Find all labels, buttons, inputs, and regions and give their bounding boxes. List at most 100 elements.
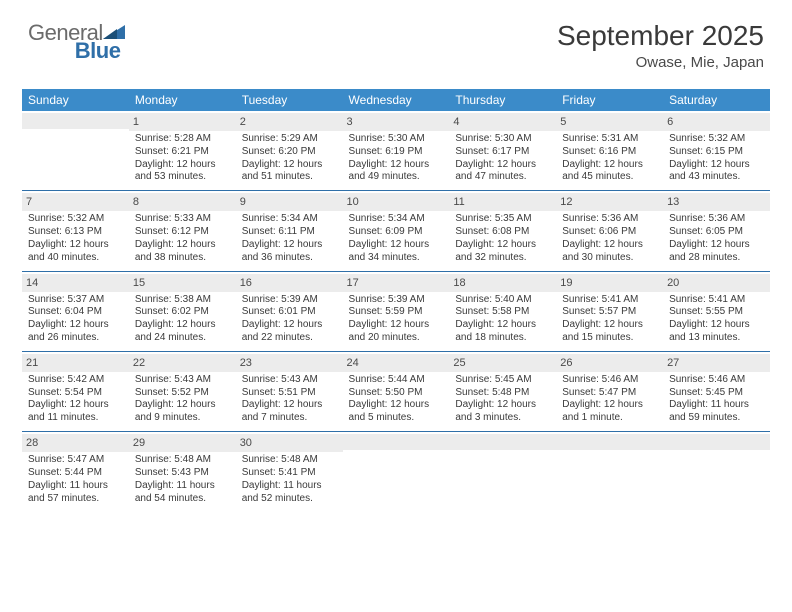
day-number bbox=[343, 434, 450, 450]
daylight-line: and 15 minutes. bbox=[562, 332, 657, 345]
day-number: 14 bbox=[22, 274, 129, 292]
sunset-line: Sunset: 6:13 PM bbox=[28, 226, 123, 239]
day-number: 10 bbox=[343, 193, 450, 211]
sunrise-line: Sunrise: 5:30 AM bbox=[455, 133, 550, 146]
sunrise-line: Sunrise: 5:43 AM bbox=[135, 374, 230, 387]
calendar-day-cell: 16Sunrise: 5:39 AMSunset: 6:01 PMDayligh… bbox=[236, 271, 343, 351]
day-detail-lines: Sunrise: 5:41 AMSunset: 5:55 PMDaylight:… bbox=[669, 294, 764, 345]
daylight-line: Daylight: 12 hours bbox=[349, 159, 444, 172]
daylight-line: Daylight: 12 hours bbox=[562, 399, 657, 412]
sunrise-line: Sunrise: 5:36 AM bbox=[562, 213, 657, 226]
calendar-body: 1Sunrise: 5:28 AMSunset: 6:21 PMDaylight… bbox=[22, 111, 770, 511]
day-detail-lines: Sunrise: 5:48 AMSunset: 5:41 PMDaylight:… bbox=[242, 454, 337, 505]
sunset-line: Sunset: 6:12 PM bbox=[135, 226, 230, 239]
weekday-header: Friday bbox=[556, 89, 663, 111]
location-text: Owase, Mie, Japan bbox=[557, 54, 764, 71]
weekday-header: Wednesday bbox=[343, 89, 450, 111]
day-detail-lines: Sunrise: 5:34 AMSunset: 6:11 PMDaylight:… bbox=[242, 213, 337, 264]
calendar-day-cell: 20 Sunrise: 5:41 AMSunset: 5:55 PMDayligh… bbox=[663, 271, 770, 351]
daylight-line: and 26 minutes. bbox=[28, 332, 123, 345]
day-detail-lines: Sunrise: 5:47 AMSunset: 5:44 PMDaylight:… bbox=[28, 454, 123, 505]
daylight-line: Daylight: 12 hours bbox=[669, 159, 764, 172]
daylight-line: and 53 minutes. bbox=[135, 171, 230, 184]
daylight-line: and 32 minutes. bbox=[455, 252, 550, 265]
day-number: 24 bbox=[343, 354, 450, 372]
calendar-day-cell: 23Sunrise: 5:43 AMSunset: 5:51 PMDayligh… bbox=[236, 351, 343, 431]
sunset-line: Sunset: 5:58 PM bbox=[455, 306, 550, 319]
calendar-day-cell: 11Sunrise: 5:35 AMSunset: 6:08 PMDayligh… bbox=[449, 191, 556, 271]
day-number: 25 bbox=[449, 354, 556, 372]
daylight-line: Daylight: 12 hours bbox=[242, 239, 337, 252]
sunset-line: Sunset: 5:48 PM bbox=[455, 387, 550, 400]
page-header: General Blue September 2025 Owase, Mie, … bbox=[0, 0, 792, 79]
calendar-day-cell bbox=[556, 432, 663, 512]
calendar-day-cell: 26Sunrise: 5:46 AMSunset: 5:47 PMDayligh… bbox=[556, 351, 663, 431]
calendar-day-cell: 5Sunrise: 5:31 AMSunset: 6:16 PMDaylight… bbox=[556, 111, 663, 191]
sunrise-line: Sunrise: 5:35 AM bbox=[455, 213, 550, 226]
sunset-line: Sunset: 6:01 PM bbox=[242, 306, 337, 319]
calendar-day-cell bbox=[22, 111, 129, 191]
day-detail-lines: Sunrise: 5:37 AMSunset: 6:04 PMDaylight:… bbox=[28, 294, 123, 345]
day-number: 20 bbox=[663, 274, 770, 292]
calendar-day-cell: 30 Sunrise: 5:48 AMSunset: 5:41 PMDayligh… bbox=[236, 432, 343, 512]
calendar-day-cell: 13Sunrise: 5:36 AMSunset: 6:05 PMDayligh… bbox=[663, 191, 770, 271]
sunset-line: Sunset: 6:20 PM bbox=[242, 146, 337, 159]
daylight-line: and 22 minutes. bbox=[242, 332, 337, 345]
daylight-line: Daylight: 11 hours bbox=[28, 480, 123, 493]
calendar-day-cell: 27Sunrise: 5:46 AMSunset: 5:45 PMDayligh… bbox=[663, 351, 770, 431]
sunset-line: Sunset: 6:15 PM bbox=[669, 146, 764, 159]
sunrise-line: Sunrise: 5:32 AM bbox=[28, 213, 123, 226]
calendar-day-cell bbox=[663, 432, 770, 512]
day-detail-lines: Sunrise: 5:35 AMSunset: 6:08 PMDaylight:… bbox=[455, 213, 550, 264]
daylight-line: Daylight: 12 hours bbox=[669, 319, 764, 332]
daylight-line: and 5 minutes. bbox=[349, 412, 444, 425]
sunrise-line: Sunrise: 5:41 AM bbox=[669, 294, 764, 307]
daylight-line: Daylight: 12 hours bbox=[135, 159, 230, 172]
day-number: 12 bbox=[556, 193, 663, 211]
daylight-line: and 3 minutes. bbox=[455, 412, 550, 425]
daylight-line: and 34 minutes. bbox=[349, 252, 444, 265]
day-number: 19 bbox=[556, 274, 663, 292]
sunset-line: Sunset: 5:52 PM bbox=[135, 387, 230, 400]
day-detail-lines: Sunrise: 5:30 AMSunset: 6:19 PMDaylight:… bbox=[349, 133, 444, 184]
sunrise-line: Sunrise: 5:48 AM bbox=[242, 454, 337, 467]
calendar-day-cell: 19Sunrise: 5:41 AMSunset: 5:57 PMDayligh… bbox=[556, 271, 663, 351]
day-detail-lines: Sunrise: 5:33 AMSunset: 6:12 PMDaylight:… bbox=[135, 213, 230, 264]
sunset-line: Sunset: 6:11 PM bbox=[242, 226, 337, 239]
calendar-header-row: Sunday Monday Tuesday Wednesday Thursday… bbox=[22, 89, 770, 111]
sunset-line: Sunset: 6:05 PM bbox=[669, 226, 764, 239]
daylight-line: Daylight: 11 hours bbox=[669, 399, 764, 412]
calendar-table: Sunday Monday Tuesday Wednesday Thursday… bbox=[22, 89, 770, 511]
weekday-header: Sunday bbox=[22, 89, 129, 111]
calendar-day-cell: 12Sunrise: 5:36 AMSunset: 6:06 PMDayligh… bbox=[556, 191, 663, 271]
sunrise-line: Sunrise: 5:41 AM bbox=[562, 294, 657, 307]
day-number: 29 bbox=[129, 434, 236, 452]
daylight-line: and 36 minutes. bbox=[242, 252, 337, 265]
sunset-line: Sunset: 5:47 PM bbox=[562, 387, 657, 400]
sunrise-line: Sunrise: 5:31 AM bbox=[562, 133, 657, 146]
day-detail-lines: Sunrise: 5:32 AMSunset: 6:15 PMDaylight:… bbox=[669, 133, 764, 184]
sunrise-line: Sunrise: 5:32 AM bbox=[669, 133, 764, 146]
sunrise-line: Sunrise: 5:45 AM bbox=[455, 374, 550, 387]
sunrise-line: Sunrise: 5:37 AM bbox=[28, 294, 123, 307]
logo-text-blue: Blue bbox=[75, 38, 121, 64]
sunrise-line: Sunrise: 5:43 AM bbox=[242, 374, 337, 387]
daylight-line: Daylight: 12 hours bbox=[135, 399, 230, 412]
day-detail-lines: Sunrise: 5:36 AMSunset: 6:05 PMDaylight:… bbox=[669, 213, 764, 264]
day-detail-lines: Sunrise: 5:45 AMSunset: 5:48 PMDaylight:… bbox=[455, 374, 550, 425]
day-detail-lines: Sunrise: 5:44 AMSunset: 5:50 PMDaylight:… bbox=[349, 374, 444, 425]
daylight-line: Daylight: 12 hours bbox=[349, 399, 444, 412]
daylight-line: Daylight: 12 hours bbox=[455, 159, 550, 172]
sunset-line: Sunset: 5:51 PM bbox=[242, 387, 337, 400]
calendar-day-cell: 6Sunrise: 5:32 AMSunset: 6:15 PMDaylight… bbox=[663, 111, 770, 191]
day-number: 4 bbox=[449, 113, 556, 131]
day-number: 15 bbox=[129, 274, 236, 292]
calendar-day-cell: 7Sunrise: 5:32 AMSunset: 6:13 PMDaylight… bbox=[22, 191, 129, 271]
day-number: 30 bbox=[236, 434, 343, 452]
calendar-day-cell: 1Sunrise: 5:28 AMSunset: 6:21 PMDaylight… bbox=[129, 111, 236, 191]
daylight-line: Daylight: 12 hours bbox=[349, 239, 444, 252]
daylight-line: and 13 minutes. bbox=[669, 332, 764, 345]
calendar-week-row: 1Sunrise: 5:28 AMSunset: 6:21 PMDaylight… bbox=[22, 111, 770, 191]
sunrise-line: Sunrise: 5:47 AM bbox=[28, 454, 123, 467]
sunrise-line: Sunrise: 5:39 AM bbox=[349, 294, 444, 307]
